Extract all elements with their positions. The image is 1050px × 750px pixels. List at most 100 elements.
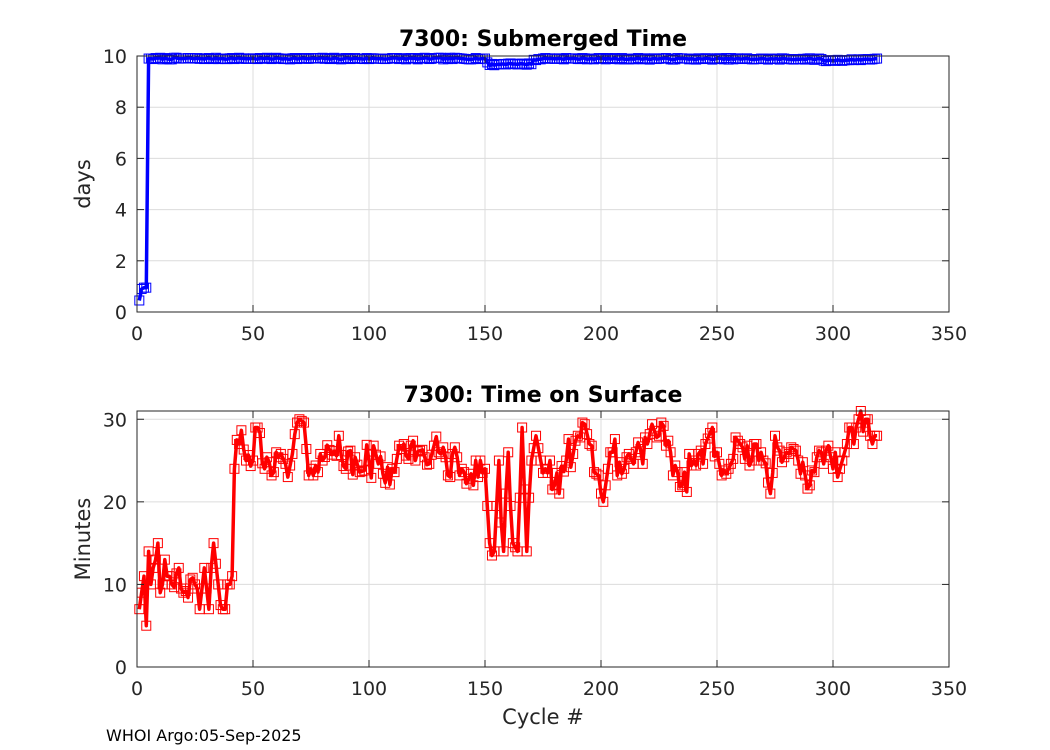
data-point-marker (505, 500, 516, 511)
plot-area (137, 411, 949, 667)
y-tick-label: 2 (115, 251, 127, 273)
data-point-marker (173, 562, 184, 573)
data-point-marker (312, 467, 323, 478)
y-tick-label: 0 (115, 657, 127, 679)
x-tick-label: 100 (351, 678, 387, 700)
data-point-marker (252, 422, 263, 433)
data-point-marker (807, 465, 818, 476)
data-point-marker (357, 466, 368, 477)
x-tick-label: 150 (467, 678, 503, 700)
x-tick-label: 300 (815, 678, 851, 700)
axes-frame (136, 410, 950, 668)
plot-area (137, 56, 949, 312)
axes-frame (136, 55, 950, 313)
data-point-marker (693, 448, 704, 459)
chart-title: 7300: Time on Surface (404, 383, 683, 408)
data-point-marker (187, 572, 198, 583)
data-point-marker (658, 420, 669, 431)
data-point-marker (387, 463, 398, 474)
data-point-marker (422, 459, 432, 470)
data-point-marker (440, 452, 451, 463)
data-point-marker (758, 455, 769, 466)
data-point-marker (210, 558, 221, 569)
data-point-marker (201, 583, 212, 594)
data-point-marker (236, 425, 247, 436)
data-point-marker (609, 434, 620, 445)
data-point-marker (438, 442, 449, 453)
y-axis-label: Minutes (71, 498, 95, 581)
data-point-marker (698, 458, 709, 469)
data-point-marker (862, 414, 873, 425)
data-point-marker (203, 604, 214, 615)
x-tick-label: 150 (467, 323, 503, 345)
data-point-marker (208, 538, 219, 549)
gridlines (137, 56, 949, 312)
data-point-marker (656, 417, 667, 428)
data-point-marker (712, 447, 722, 458)
submerged-time-series (134, 52, 883, 306)
data-point-marker (449, 442, 460, 453)
data-point-marker (169, 582, 180, 593)
data-point-marker (531, 430, 542, 441)
data-point-marker (480, 463, 490, 474)
x-tick-label: 200 (583, 678, 619, 700)
data-point-marker (746, 455, 757, 466)
tick-labels: 0 50 100 150 200 250 300 350 0 10 20 30 (103, 409, 967, 700)
data-point-marker (141, 620, 152, 631)
data-point-marker (767, 467, 778, 478)
data-point-marker (533, 443, 544, 454)
data-point-marker (788, 443, 799, 454)
data-point-marker (521, 546, 532, 557)
data-point-marker (138, 571, 149, 582)
data-point-marker (517, 422, 528, 433)
data-point-marker (575, 432, 586, 443)
data-point-marker (245, 461, 256, 472)
x-tick-label: 250 (699, 323, 735, 345)
data-point-marker (299, 417, 310, 428)
data-point-marker (586, 440, 597, 451)
data-point-marker (770, 430, 780, 441)
data-point-marker (607, 447, 618, 458)
data-point-marker (287, 448, 298, 459)
data-point-marker (760, 458, 771, 469)
data-point-marker (496, 517, 507, 528)
data-point-marker (229, 463, 240, 474)
data-point-marker (338, 461, 349, 472)
x-tick-label: 0 (131, 323, 143, 345)
data-point-marker (350, 452, 361, 463)
data-point-marker (442, 470, 453, 481)
data-point-marker (498, 546, 509, 557)
data-point-marker (763, 477, 774, 488)
data-point-marker (145, 579, 156, 590)
data-point-marker (431, 431, 442, 442)
y-tick-label: 0 (115, 302, 127, 324)
data-point-marker (384, 479, 395, 490)
data-point-marker (343, 446, 354, 457)
data-point-marker (665, 447, 676, 458)
data-point-marker (765, 488, 776, 499)
data-point-marker (582, 429, 593, 440)
data-point-marker (823, 440, 834, 451)
data-point-marker (756, 447, 767, 458)
data-point-marker (637, 458, 648, 469)
data-point-marker (602, 463, 613, 474)
data-point-marker (171, 568, 182, 579)
data-point-marker (670, 460, 681, 471)
x-axis-label: Cycle # (502, 705, 584, 729)
data-point-marker (375, 451, 386, 462)
data-point-marker (834, 463, 845, 474)
x-tick-label: 350 (931, 323, 967, 345)
data-point-marker (802, 483, 813, 494)
data-point-marker (500, 488, 511, 499)
data-point-marker (268, 467, 279, 478)
y-tick-label: 30 (103, 409, 127, 431)
data-point-marker (832, 472, 843, 483)
y-axis-label: days (71, 159, 95, 209)
chart-title: 7300: Submerged Time (399, 27, 687, 52)
data-point-marker (872, 53, 883, 64)
data-point-marker (565, 462, 576, 473)
surface-time-series (134, 406, 883, 631)
data-point-marker (134, 604, 145, 615)
data-point-marker (199, 562, 210, 573)
